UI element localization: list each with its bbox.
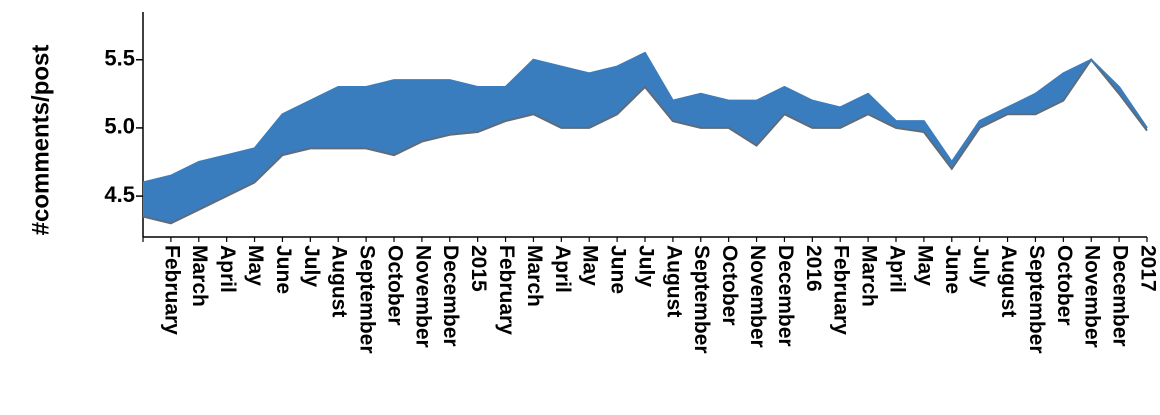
x-tick-label: October [718, 245, 741, 326]
x-tick-label: July [969, 245, 992, 287]
band-fill [143, 52, 1147, 224]
band-edge [142, 58, 1148, 225]
x-tick-label: February [160, 245, 183, 335]
x-tick-label: May [913, 245, 936, 286]
x-tick-label: December [1109, 245, 1132, 347]
x-tick-label: 2016 [802, 245, 825, 292]
x-tick-label: August [662, 245, 685, 317]
band-edge [142, 51, 1148, 184]
y-tick-label: 5.5 [104, 46, 135, 71]
x-tick-label: September [356, 245, 379, 354]
x-tick-label: February [830, 245, 853, 335]
x-tick-label: June [941, 245, 964, 294]
x-tick-label: September [690, 245, 713, 354]
x-tick-label: 2017 [1136, 245, 1159, 292]
x-tick-label: November [1081, 245, 1104, 348]
x-tick-label: November [746, 245, 769, 348]
x-tick-label: November [411, 245, 434, 348]
x-tick-label: December [439, 245, 462, 347]
y-axis-label: #comments/post [27, 45, 54, 236]
x-tick-label: May [579, 245, 602, 286]
x-tick-label: September [1025, 245, 1048, 354]
x-tick-label: December [774, 245, 797, 347]
y-tick-label: 5.0 [104, 114, 135, 139]
x-tick-label: June [607, 245, 630, 294]
x-tick-label: February [495, 245, 518, 335]
x-tick-label: August [328, 245, 351, 317]
x-tick-label: October [1053, 245, 1076, 326]
x-tick-label: April [216, 245, 239, 293]
x-tick-label: August [997, 245, 1020, 317]
x-tick-label: July [634, 245, 657, 287]
x-tick-label: April [551, 245, 574, 293]
x-tick-label: April [885, 245, 908, 293]
x-tick-label: March [523, 245, 546, 307]
x-tick-label: October [383, 245, 406, 326]
x-tick-label: March [858, 245, 881, 307]
x-tick-label: July [300, 245, 323, 287]
x-tick-label: March [188, 245, 211, 307]
x-tick-label: 2015 [467, 245, 490, 292]
y-tick-label: 4.5 [104, 182, 135, 207]
x-tick-label: May [244, 245, 267, 286]
x-tick-label: June [272, 245, 295, 294]
